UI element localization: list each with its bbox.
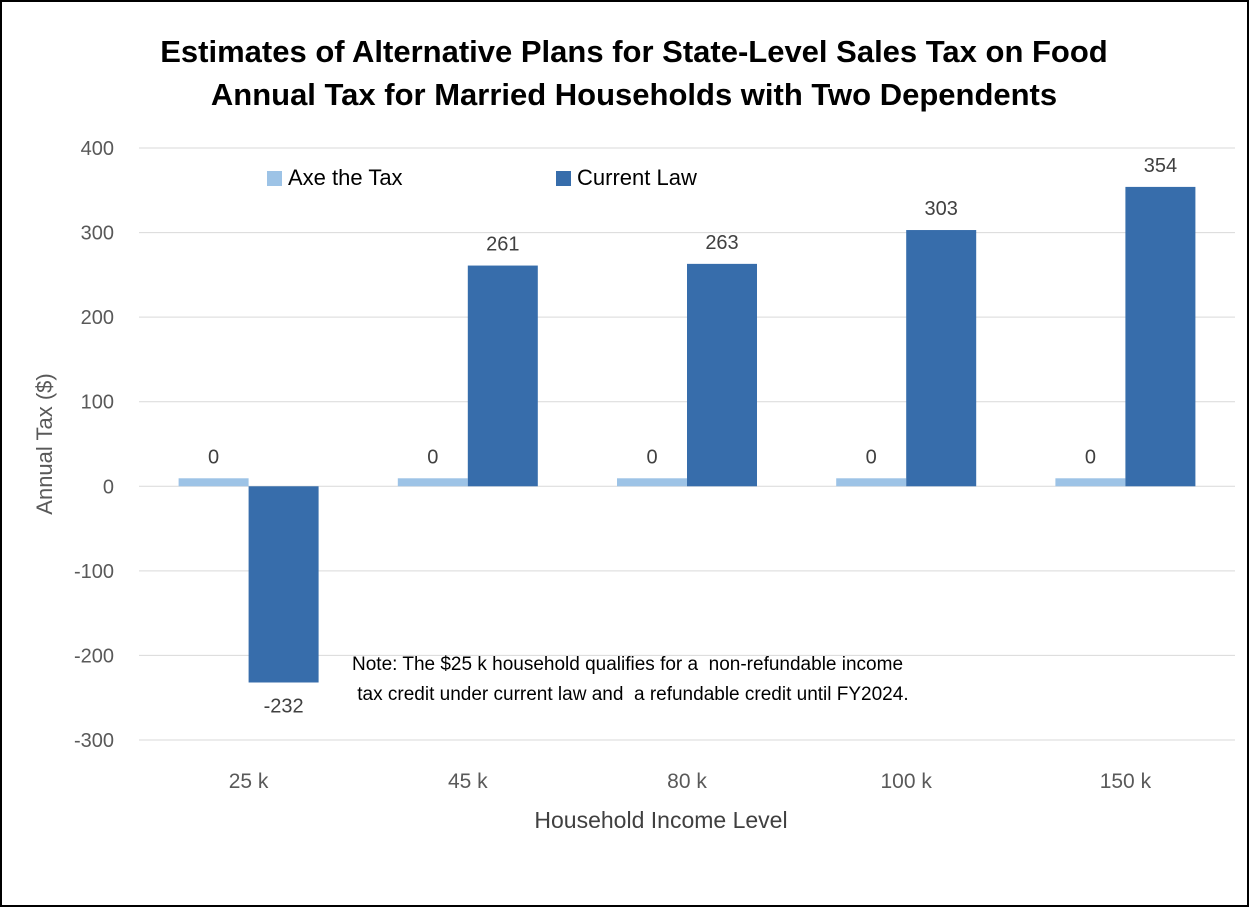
note-line-1: Note: The $25 k household qualifies for … [352,654,903,675]
bar-current-law-45-k [467,265,538,487]
bar-axe-the-tax-150-k [1055,478,1126,487]
y-tick-label: -100 [74,561,114,583]
bars [178,186,1196,683]
bar-axe-the-tax-25-k [178,478,249,487]
chart-title: Estimates of Alternative Plans for State… [160,34,1107,69]
x-tick-label: 150 k [1100,770,1152,793]
legend-swatch-axe-the-tax [267,171,282,186]
note: Note: The $25 k household qualifies for … [352,654,909,705]
data-labels: 0 -232 0 261 0 263 0 303 0 354 [208,155,1177,718]
bar-current-law-100-k [906,230,977,487]
legend-label-axe-the-tax: Axe the Tax [288,165,403,190]
y-tick-label: 100 [81,392,114,414]
x-tick-label: 45 k [448,770,488,793]
x-axis-title: Household Income Level [534,807,787,833]
bar-current-law-25-k [248,486,319,683]
x-tick-label: 100 k [881,770,933,793]
data-label-axe-the-tax-150-k: 0 [1085,446,1096,468]
data-label-current-law-25-k: -232 [264,695,304,717]
y-tick-label: 0 [103,476,114,498]
legend: Axe the Tax Current Law [267,165,697,190]
bar-current-law-150-k [1125,186,1196,487]
bar-axe-the-tax-80-k [617,478,687,487]
chart-subtitle: Annual Tax for Married Households with T… [211,77,1057,112]
data-label-axe-the-tax-25-k: 0 [208,446,219,468]
x-axis-ticks: 25 k 45 k 80 k 100 k 150 k [229,770,1152,793]
data-label-axe-the-tax-45-k: 0 [427,446,438,468]
data-label-current-law-80-k: 263 [705,232,738,254]
data-label-current-law-150-k: 354 [1144,155,1177,177]
x-tick-label: 80 k [667,770,707,793]
note-line-2: tax credit under current law and a refun… [352,684,909,705]
legend-label-current-law: Current Law [577,165,697,190]
data-label-axe-the-tax-80-k: 0 [646,446,657,468]
data-label-current-law-100-k: 303 [925,198,958,220]
y-tick-label: -300 [74,730,114,752]
y-tick-label: 200 [81,307,114,329]
data-label-current-law-45-k: 261 [486,234,519,256]
bar-axe-the-tax-45-k [397,478,468,487]
y-tick-label: -200 [74,645,114,667]
data-label-axe-the-tax-100-k: 0 [866,446,877,468]
y-axis-ticks: -300 -200 -100 0 100 200 300 400 [74,138,114,752]
y-tick-label: 300 [81,223,114,245]
y-tick-label: 400 [81,138,114,160]
y-axis-title: Annual Tax ($) [32,373,57,514]
legend-swatch-current-law [556,171,571,186]
bar-axe-the-tax-100-k [836,478,907,487]
bar-current-law-80-k [687,263,757,487]
x-tick-label: 25 k [229,770,269,793]
